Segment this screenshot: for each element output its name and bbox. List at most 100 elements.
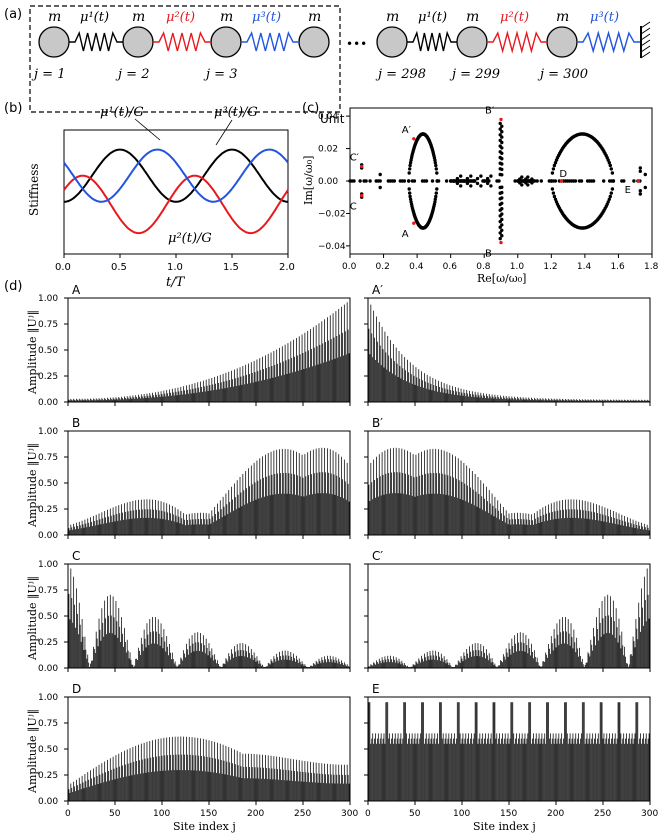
ytick-label-d: 0.50 — [38, 745, 58, 755]
eigen-point — [408, 167, 411, 170]
eigen-point — [497, 179, 500, 182]
eigen-point — [452, 179, 455, 182]
xtick-label-c: 1.2 — [543, 262, 557, 272]
eigen-point — [407, 179, 410, 182]
xtick-label-c: 1.6 — [610, 262, 625, 272]
spring-2 — [153, 33, 211, 51]
eigen-point — [500, 125, 503, 128]
eigen-point — [610, 167, 613, 170]
ytick-label-d: 0.75 — [38, 320, 58, 330]
site-label-5: j = 299 — [449, 67, 500, 82]
xtick-label-d: 0 — [365, 809, 371, 819]
eigen-point — [548, 179, 551, 182]
ytick-label-d: 0.50 — [38, 346, 58, 356]
xtick-label-d: 100 — [453, 809, 470, 819]
ylabel-d: Amplitude ‖Uʲ‖ — [26, 443, 40, 528]
spring-4 — [407, 33, 457, 51]
eigen-point — [379, 173, 382, 176]
eigen-point — [459, 184, 462, 187]
panel-c-eigenvalue-chart: (c) A′AB′BC′CDE0.0 0.2 0.4 0.6 0.8 1.0 1.2 1.4 1… — [302, 101, 658, 285]
site-label-3: j = 3 — [203, 67, 237, 82]
eigen-point — [435, 191, 438, 194]
eigen-point — [609, 195, 612, 198]
series-label-2: μ²(t)/G — [168, 231, 212, 246]
amplitude-bars-A — [69, 300, 350, 402]
ylabel-b: Stiffness — [27, 163, 41, 216]
eigen-point — [434, 164, 437, 167]
xlabel-d: Site index j — [173, 820, 236, 833]
xlabel-b: t/T — [166, 275, 186, 290]
ytick-label-d: 1.00 — [38, 560, 58, 570]
eigen-point — [500, 218, 503, 221]
eigen-point — [551, 171, 554, 174]
panel-label-b: (b) — [4, 101, 22, 116]
eigen-point — [456, 182, 459, 185]
eigen-point — [435, 167, 438, 170]
wall-hatch — [641, 34, 650, 40]
xtick-label-d: 0 — [65, 809, 71, 819]
ytick-label-d: 0.00 — [38, 398, 58, 408]
ytick-label-c: 0.04 — [318, 112, 338, 122]
eigen-point — [489, 184, 492, 187]
amplitude-bars-D — [69, 737, 350, 802]
eigen-point — [500, 186, 503, 189]
mode-panel-B: B0.000.250.500.751.00Amplitude ‖Uʲ‖ — [26, 416, 350, 541]
amplitude-bars-B — [69, 448, 350, 535]
eigen-point — [499, 122, 502, 125]
mass-label-6: m — [466, 9, 479, 25]
eigen-point — [476, 177, 479, 180]
highlight-point-C′ — [360, 165, 363, 168]
eigen-point — [437, 179, 440, 182]
panel-label-c: (c) — [302, 101, 319, 116]
mass-2 — [123, 27, 153, 57]
mode-label-A: A — [72, 283, 81, 297]
spring-5 — [487, 33, 547, 51]
mode-label-E: E — [372, 682, 380, 696]
mode-panel-C′: C′ — [364, 549, 650, 672]
ytick-label-d: 0.25 — [38, 505, 58, 515]
xtick-label-d: 300 — [641, 809, 658, 819]
eigen-point — [500, 234, 503, 237]
ytick-label-d: 0.50 — [38, 612, 58, 622]
eigen-point — [469, 174, 472, 177]
eigen-point — [500, 223, 503, 226]
ytick-label-d: 1.00 — [38, 294, 58, 304]
ylabel-d: Amplitude ‖Uʲ‖ — [26, 310, 40, 395]
mass-label-7: m — [556, 9, 569, 25]
xtick-label-d: 150 — [500, 809, 517, 819]
xtick-label-b: 1.5 — [223, 262, 239, 273]
eigen-point — [551, 187, 554, 190]
spring-label-3: μ³(t) — [252, 10, 281, 25]
mode-label-A′: A′ — [372, 283, 383, 297]
xtick-label-d: 50 — [409, 809, 421, 819]
spring-1 — [69, 33, 123, 51]
spring-label-1: μ¹(t) — [80, 10, 109, 25]
eigen-point — [445, 179, 448, 182]
highlight-label-A: A — [402, 229, 409, 240]
eigen-point — [368, 179, 371, 182]
xtick-label-c: 0.4 — [409, 262, 424, 272]
eigen-point — [644, 173, 647, 176]
eigen-point — [469, 184, 472, 187]
eigen-point — [500, 212, 503, 215]
amplitude-bars-C — [69, 569, 350, 669]
ytick-label-d: 0.25 — [38, 372, 58, 382]
fixed-wall — [641, 22, 650, 58]
panel-d-mode-amplitudes: (d) A0.000.250.500.751.00Amplitude ‖Uʲ‖A… — [4, 279, 658, 833]
panel-label-a: (a) — [4, 7, 22, 22]
spring-label-2: μ²(t) — [166, 10, 195, 25]
eigen-point — [639, 189, 642, 192]
mass-7 — [547, 27, 577, 57]
eigen-point — [479, 184, 482, 187]
series-line-2 — [64, 176, 288, 233]
eigen-point — [486, 177, 489, 180]
xtick-label-b: 2.0 — [279, 262, 295, 273]
mode-panel-B′: B′ — [364, 416, 650, 539]
leader-3 — [216, 120, 232, 145]
ytick-label-c: 0.02 — [318, 145, 338, 155]
site-label-6: j = 300 — [537, 67, 588, 82]
spring-label-6: μ³(t) — [590, 10, 619, 25]
eigen-point — [473, 179, 476, 182]
ytick-label-d: 0.00 — [38, 797, 58, 807]
wall-hatch — [641, 40, 650, 46]
